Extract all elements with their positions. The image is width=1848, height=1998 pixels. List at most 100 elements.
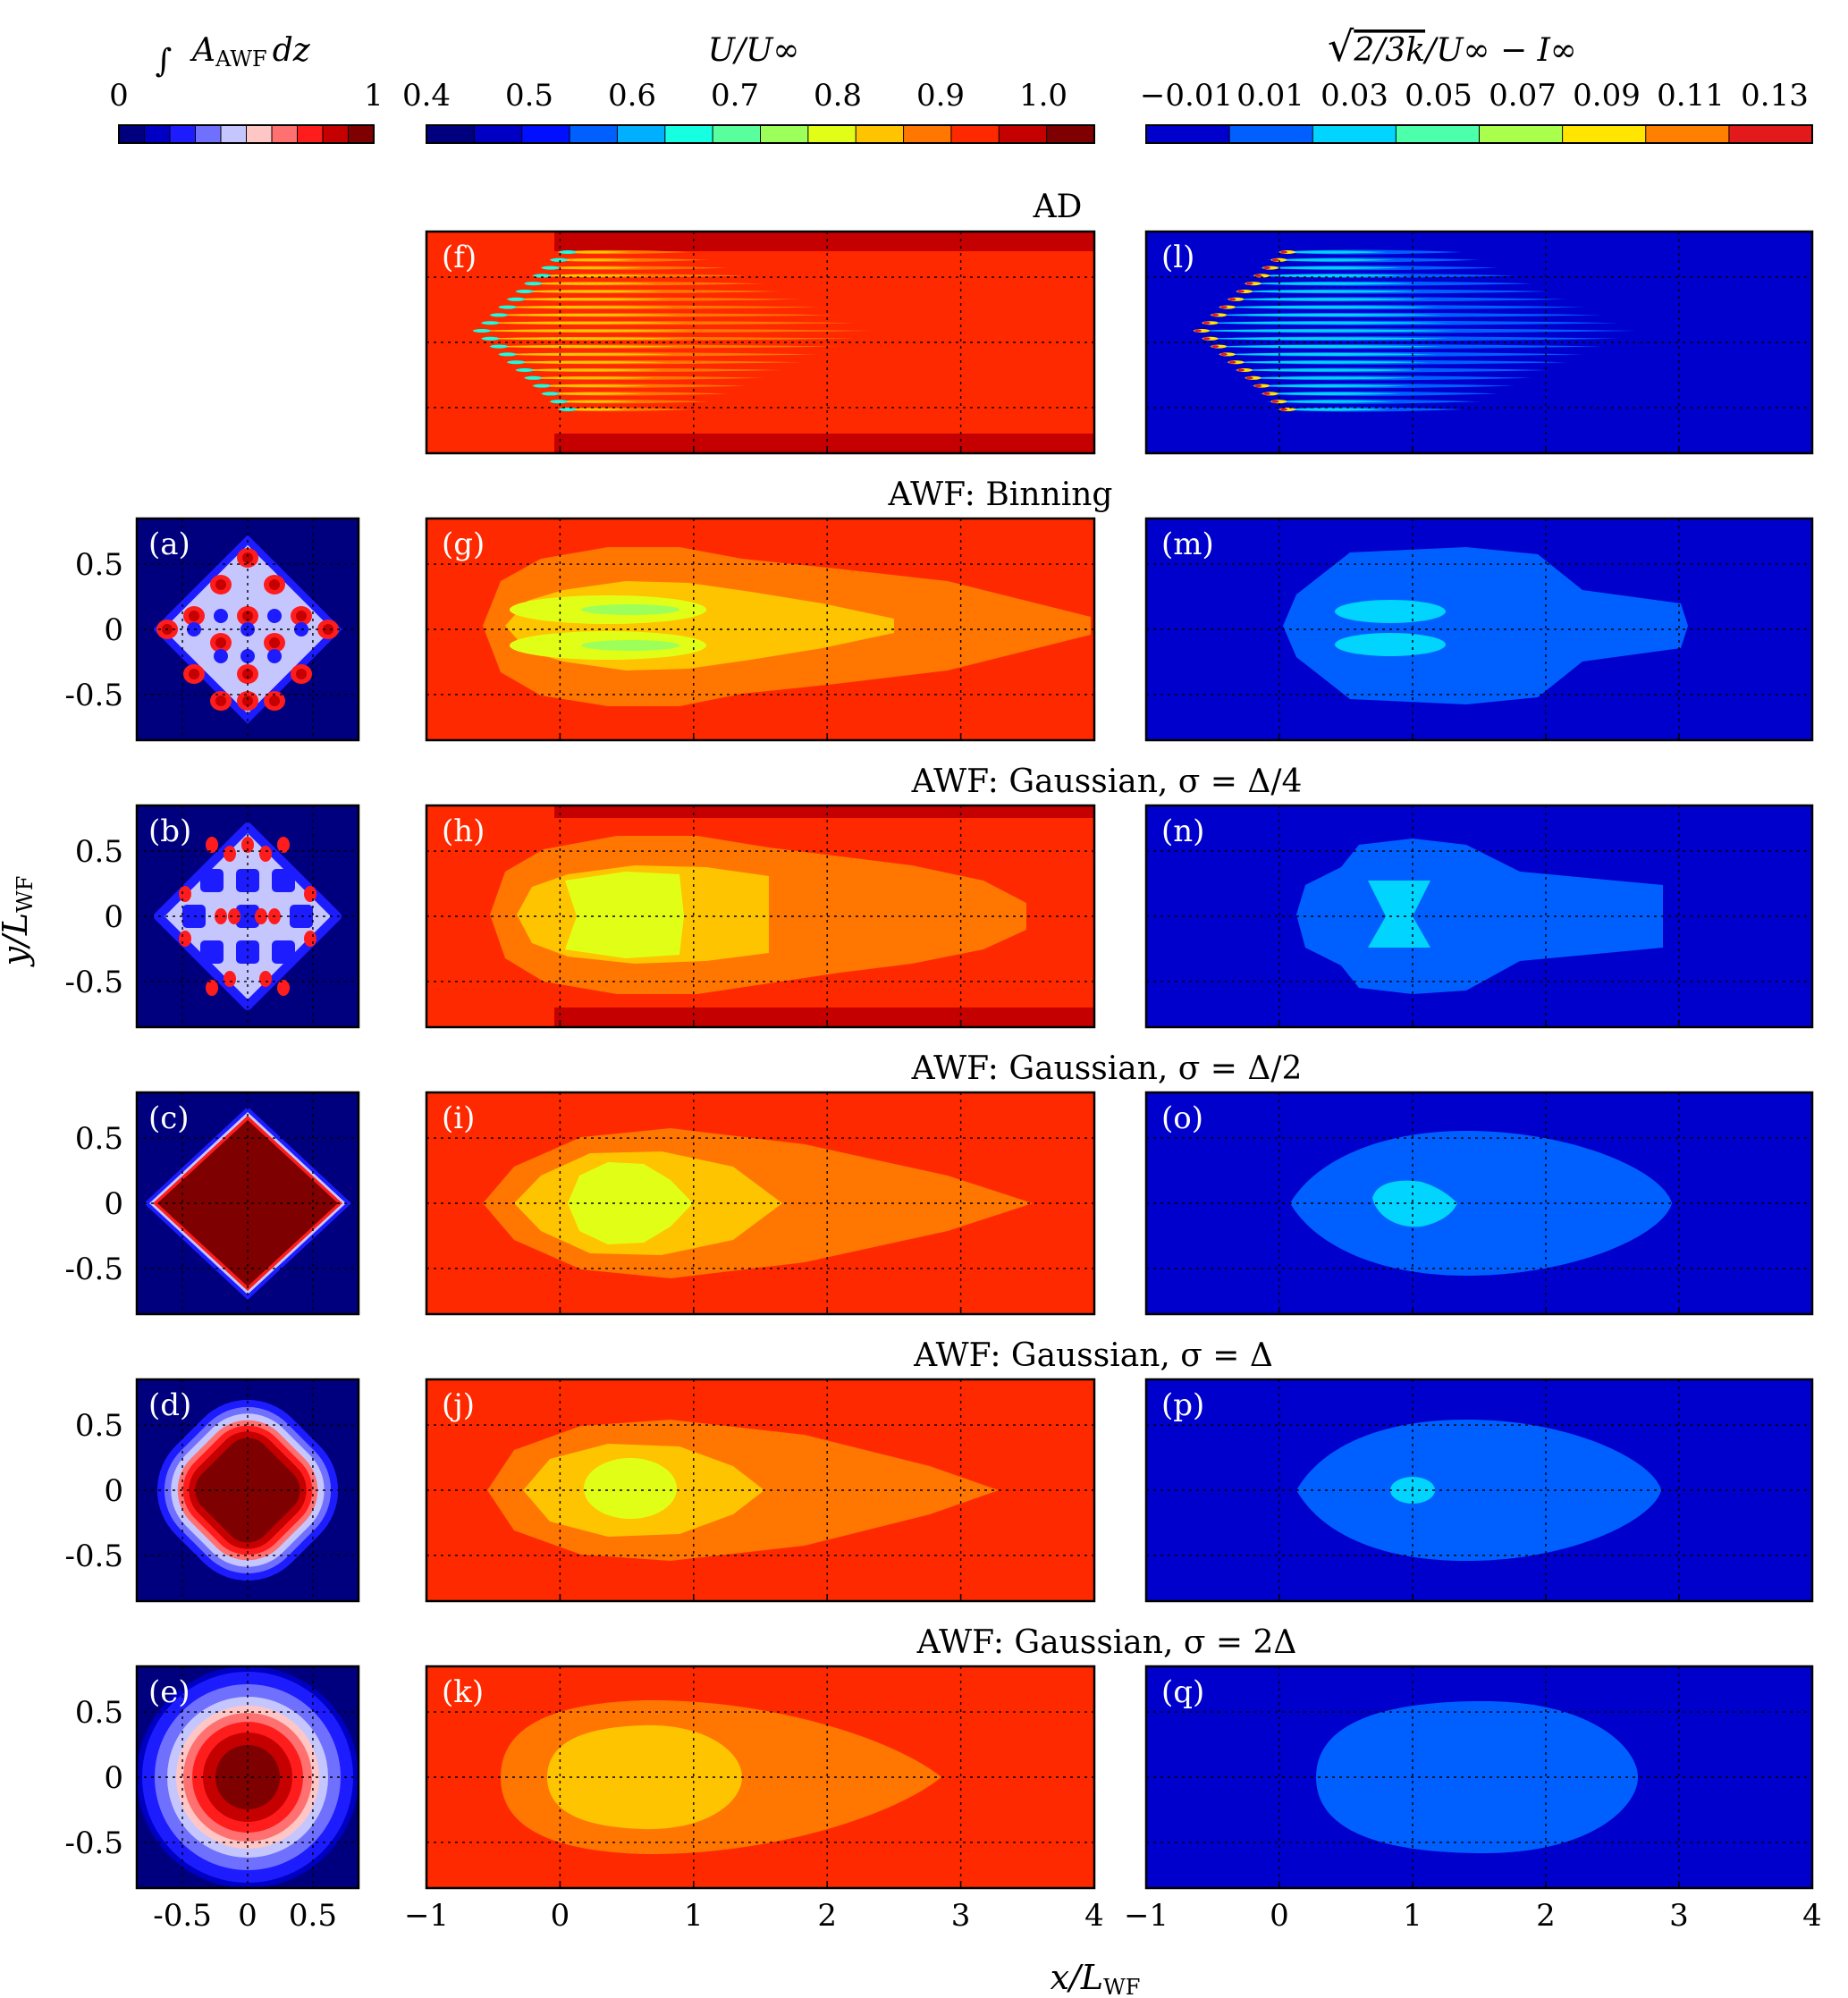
turbine-disk: [516, 368, 534, 372]
turbine-disk: [533, 274, 552, 278]
kernel-cold-spot: [272, 940, 295, 964]
x-tick-label: 1: [1403, 1898, 1422, 1934]
colorbar-frame: [118, 124, 375, 144]
panel-label: (g): [442, 527, 485, 562]
cb3-tick-label: 0.01: [1236, 78, 1304, 114]
panel-label: (m): [1161, 527, 1214, 562]
kernel-hotspot: [304, 931, 316, 947]
panel-label: (p): [1161, 1387, 1204, 1423]
turbine-disk-core: [1211, 345, 1219, 349]
y-tick-label: 0.5: [75, 1695, 123, 1731]
colorbar-segment: [950, 125, 1000, 143]
kernel-hotspot: [224, 971, 236, 987]
kernel-hotspot: [304, 886, 316, 902]
cb2-tick-label: 0.7: [711, 78, 759, 114]
turbine-disk-core: [1245, 282, 1253, 285]
panel-frame: [425, 804, 1096, 1029]
panel-frame: [1144, 1665, 1814, 1890]
colorbar-segment: [1229, 125, 1313, 143]
y-tick-label: -0.5: [64, 1825, 123, 1861]
awf-kernel-panels: [137, 518, 359, 1888]
y-tick-label: 0.5: [75, 547, 123, 583]
panel-d: [137, 1379, 359, 1601]
turbine-disk-core: [1262, 392, 1270, 395]
turbine-disk: [490, 313, 509, 317]
panel-label: (j): [442, 1387, 475, 1423]
x-tick-label: 0.5: [289, 1898, 337, 1934]
panel-o: [1146, 1092, 1812, 1314]
x-tick-label: 2: [1536, 1898, 1556, 1934]
colorbar-segment: [999, 125, 1048, 143]
panel-frame: [425, 517, 1096, 742]
cb1-integral: ∫: [156, 43, 173, 80]
panel-frame: [1144, 517, 1814, 742]
panel-label: (a): [148, 527, 190, 562]
turbine-disk-core: [1254, 384, 1262, 388]
colorbar-segment: [426, 125, 475, 143]
kernel-cold-spot: [267, 649, 282, 663]
turbine-disk: [550, 257, 569, 262]
panel-label: (i): [442, 1100, 475, 1136]
turbine-disk-core: [1228, 298, 1236, 301]
kernel-hotspot: [228, 908, 240, 924]
panel-frame: [1144, 804, 1814, 1029]
cb3-tick-label: 0.09: [1573, 78, 1641, 114]
panel-e: [137, 1666, 359, 1888]
turbine-disk-core: [1254, 274, 1262, 277]
kernel-hotspot-core: [269, 637, 280, 648]
turbine-wake-core: [531, 274, 650, 277]
y-tick-label: 0: [104, 1760, 123, 1796]
panel-n: [1146, 805, 1812, 1027]
colorbar-turbulence: √2/3k/U∞ − I∞ −0.01 0.01 0.03 0.05 0.07 0.09 0…: [1140, 22, 1813, 144]
cb3-tick-label: 0.05: [1405, 78, 1472, 114]
turbine-disk: [481, 321, 500, 325]
kernel-hotspot-core: [242, 611, 253, 621]
turbine-wake-core: [1228, 360, 1430, 364]
kernel-cold-spot: [272, 869, 295, 892]
turbine-wake-core: [1279, 250, 1388, 254]
row-title: AWF: Gaussian, σ = 2Δ: [916, 1624, 1297, 1661]
turbine-wake-core: [479, 337, 687, 341]
row-title: AD: [1033, 189, 1083, 225]
colorbar-segment: [1645, 125, 1730, 143]
kernel-hotspot-core: [296, 611, 307, 621]
colorbar-segment: [246, 125, 273, 143]
turbine-disk: [533, 384, 552, 388]
turbine-wake-core: [522, 282, 656, 285]
kernel-hotspot: [241, 837, 254, 853]
colorbar-segment: [1146, 125, 1230, 143]
y-tick-label: 0.5: [75, 1121, 123, 1157]
kernel-cold-spot: [200, 940, 224, 964]
turbine-wake-core: [1262, 392, 1402, 395]
x-tick-label: −1: [404, 1898, 449, 1934]
panel-label: (c): [148, 1100, 190, 1136]
colorbar-segment: [1562, 125, 1647, 143]
colorbar-segment: [1312, 125, 1397, 143]
kernel-hotspot: [179, 886, 191, 902]
kernel-hotspot: [179, 931, 191, 947]
cb3-tick-label: −0.01: [1140, 78, 1233, 114]
colorbar-segment: [521, 125, 570, 143]
turbine-disk: [507, 297, 526, 301]
turbine-disk: [516, 290, 534, 293]
turbine-wake-core: [488, 313, 680, 316]
panel-q: [1146, 1666, 1812, 1888]
row-title: AWF: Gaussian, σ = Δ: [913, 1337, 1273, 1374]
turbine-wake-core: [1219, 306, 1437, 309]
turbine-wake-core: [514, 290, 662, 293]
row-title: AWF: Binning: [888, 476, 1113, 513]
turbine-wake-core: [505, 360, 668, 364]
colorbar-segment: [348, 125, 375, 143]
panel-frame: [135, 804, 360, 1029]
row-title: AWF: Gaussian, σ = Δ/2: [911, 1050, 1303, 1087]
turbine-disk-core: [1202, 337, 1211, 341]
panel-frame: [425, 230, 1096, 455]
panel-frame: [135, 1091, 360, 1316]
kernel-hotspot-core: [242, 669, 253, 679]
turbine-wake-core: [1245, 282, 1416, 285]
panel-frame: [135, 1378, 360, 1603]
colorbar-segment: [807, 125, 856, 143]
panel-p: [1146, 1379, 1812, 1601]
cb1-tick: 0: [109, 78, 129, 114]
turbine-wake-core: [505, 298, 668, 301]
